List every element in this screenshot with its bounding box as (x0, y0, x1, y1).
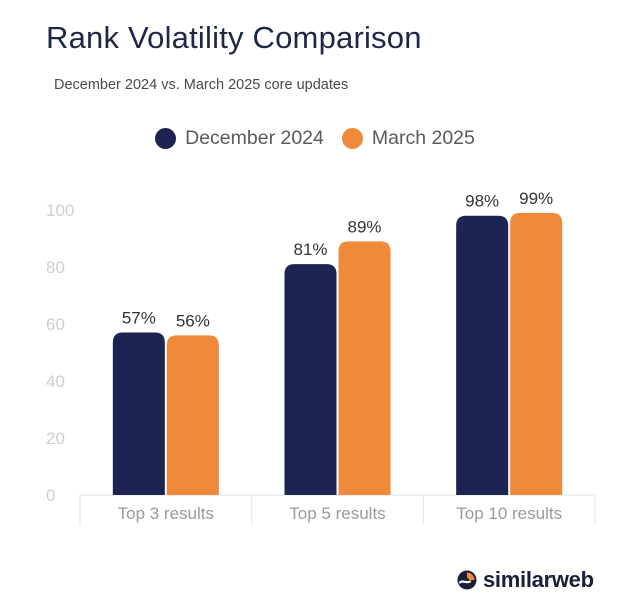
bar-march (166, 335, 219, 495)
bar-december (112, 332, 165, 495)
data-label: 57% (122, 309, 156, 328)
y-tick-label: 100 (46, 201, 74, 220)
chart-title: Rank Volatility Comparison (46, 20, 422, 55)
chart-subtitle: December 2024 vs. March 2025 core update… (54, 77, 349, 93)
legend-swatch-march (341, 128, 363, 149)
similarweb-logo-icon (457, 570, 477, 590)
x-tick-label: Top 3 results (118, 504, 214, 523)
similarweb-logo: similarweb (457, 567, 594, 593)
y-tick-label: 20 (46, 429, 65, 448)
legend-item-december: December 2024 (155, 127, 324, 150)
data-label: 56% (176, 311, 210, 330)
bar-december (284, 264, 337, 495)
legend-item-march: March 2025 (341, 127, 475, 150)
legend-swatch-december (155, 128, 177, 149)
legend-label-march: March 2025 (371, 127, 475, 149)
data-label: 99% (519, 189, 553, 208)
y-tick-label: 60 (46, 315, 65, 334)
x-tick-label: Top 10 results (456, 504, 562, 523)
x-tick-label: Top 5 results (289, 504, 385, 523)
y-tick-label: 80 (46, 258, 65, 277)
bar-march (510, 212, 563, 495)
y-tick-label: 40 (46, 372, 65, 391)
y-tick-label: 0 (46, 486, 55, 505)
data-label: 98% (465, 192, 499, 211)
logo-text: similarweb (483, 567, 594, 592)
bar-march (338, 241, 391, 495)
data-label: 89% (347, 217, 381, 236)
data-label: 81% (293, 240, 327, 259)
bar-december (456, 215, 509, 495)
chart-legend: December 2024 March 2025 (0, 127, 630, 150)
legend-label-december: December 2024 (185, 127, 324, 149)
